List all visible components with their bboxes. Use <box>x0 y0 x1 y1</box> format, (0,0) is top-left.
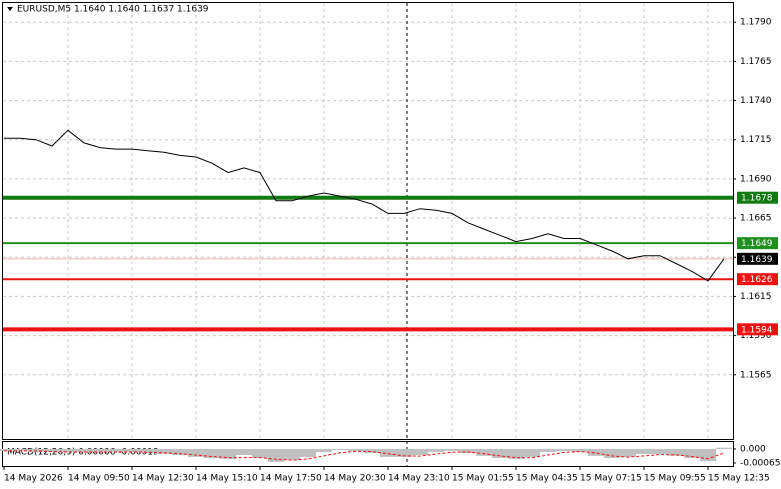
level-label: 1.1626 <box>741 275 773 285</box>
macd-bar <box>252 448 268 459</box>
macd-bar <box>668 448 684 456</box>
macd-bar <box>0 448 12 451</box>
macd-bar <box>12 448 28 451</box>
macd-bar <box>508 448 524 459</box>
macd-bar <box>588 448 604 456</box>
macd-bar <box>44 448 60 452</box>
chart-title: EURUSD,M5 1.1640 1.1640 1.1637 1.1639 <box>17 5 209 15</box>
macd-bar <box>60 448 76 452</box>
level-label-box <box>737 273 778 286</box>
macd-bar <box>556 448 572 451</box>
y-tick-label: 1.1765 <box>740 57 772 67</box>
macd-bar <box>492 448 508 459</box>
macd-bar <box>524 448 540 457</box>
y-tick-label: 1.1790 <box>740 18 772 28</box>
level-label-box <box>737 252 778 265</box>
x-tick-label: 15 May 07:15 <box>580 474 642 484</box>
main-panel <box>2 2 734 440</box>
macd-bar <box>476 448 492 456</box>
x-tick-label: 15 May 12:35 <box>708 474 770 484</box>
y-tick-label: -0.00065 <box>740 458 780 468</box>
level-label: 1.1594 <box>741 325 773 335</box>
level-label-box <box>737 237 778 250</box>
macd-bar <box>684 448 700 459</box>
level-label: 1.1678 <box>741 194 773 204</box>
macd-bar <box>636 448 652 454</box>
level-label: 1.1649 <box>741 239 773 249</box>
signal-line <box>4 450 725 461</box>
macd-bar <box>156 448 172 454</box>
macd-panel <box>2 441 734 467</box>
macd-bar <box>140 448 156 454</box>
macd-bar <box>188 448 204 457</box>
y-tick-label: 1.1590 <box>740 331 772 341</box>
macd-bar <box>700 448 716 462</box>
macd-bar <box>428 448 444 452</box>
macd-bar <box>348 448 364 451</box>
x-tick-label: 14 May 17:50 <box>260 474 322 484</box>
y-tick-label: 1.1565 <box>740 370 772 380</box>
macd-bar <box>172 448 188 456</box>
x-tick-label: 14 May 20:30 <box>324 474 386 484</box>
x-tick-label: 14 May 15:10 <box>196 474 258 484</box>
x-tick-label: 14 May 2026 <box>4 474 63 484</box>
y-tick-label: 0.000 <box>740 444 766 454</box>
macd-bar <box>364 448 380 454</box>
macd-bar <box>460 448 476 454</box>
macd-bar <box>332 448 348 451</box>
level-label: 1.1639 <box>741 255 773 265</box>
macd-bar <box>652 448 668 454</box>
macd-bar <box>300 448 316 457</box>
price-line <box>4 129 725 282</box>
macd-bar <box>620 448 636 457</box>
macd-bar <box>716 447 732 449</box>
macd-bar <box>316 448 332 452</box>
x-tick-label: 14 May 09:50 <box>68 474 130 484</box>
macd-bar <box>396 448 412 457</box>
y-tick-label: 1.1740 <box>740 96 772 106</box>
macd-bar <box>220 448 236 459</box>
x-tick-label: 15 May 09:55 <box>644 474 706 484</box>
macd-bar <box>572 448 588 452</box>
y-tick-label: 1.1615 <box>740 292 772 302</box>
y-tick-label: 1.1690 <box>740 174 772 184</box>
y-tick-label: 1.1715 <box>740 135 772 145</box>
macd-bar <box>268 448 284 462</box>
macd-bar <box>236 448 252 456</box>
macd-bar <box>380 448 396 457</box>
x-tick-label: 15 May 01:55 <box>452 474 514 484</box>
macd-bar <box>204 448 220 459</box>
macd-bar <box>412 448 428 456</box>
menu-arrow <box>7 7 13 11</box>
macd-bar <box>444 448 460 451</box>
y-tick-label: 1.1665 <box>740 214 772 224</box>
macd-bar <box>108 448 124 452</box>
x-tick-label: 15 May 04:35 <box>516 474 578 484</box>
level-label-box <box>737 323 778 336</box>
macd-title: MACD(12,26,9) 0.00006 -0.00019 <box>7 448 159 458</box>
macd-bar <box>92 448 108 452</box>
level-label-box <box>737 191 778 204</box>
macd-bar <box>124 448 140 452</box>
macd-bar <box>604 448 620 459</box>
macd-bar <box>76 448 92 452</box>
macd-bar <box>284 448 300 460</box>
x-tick-label: 14 May 12:30 <box>132 474 194 484</box>
x-tick-label: 14 May 23:10 <box>388 474 450 484</box>
macd-bar <box>540 448 556 452</box>
